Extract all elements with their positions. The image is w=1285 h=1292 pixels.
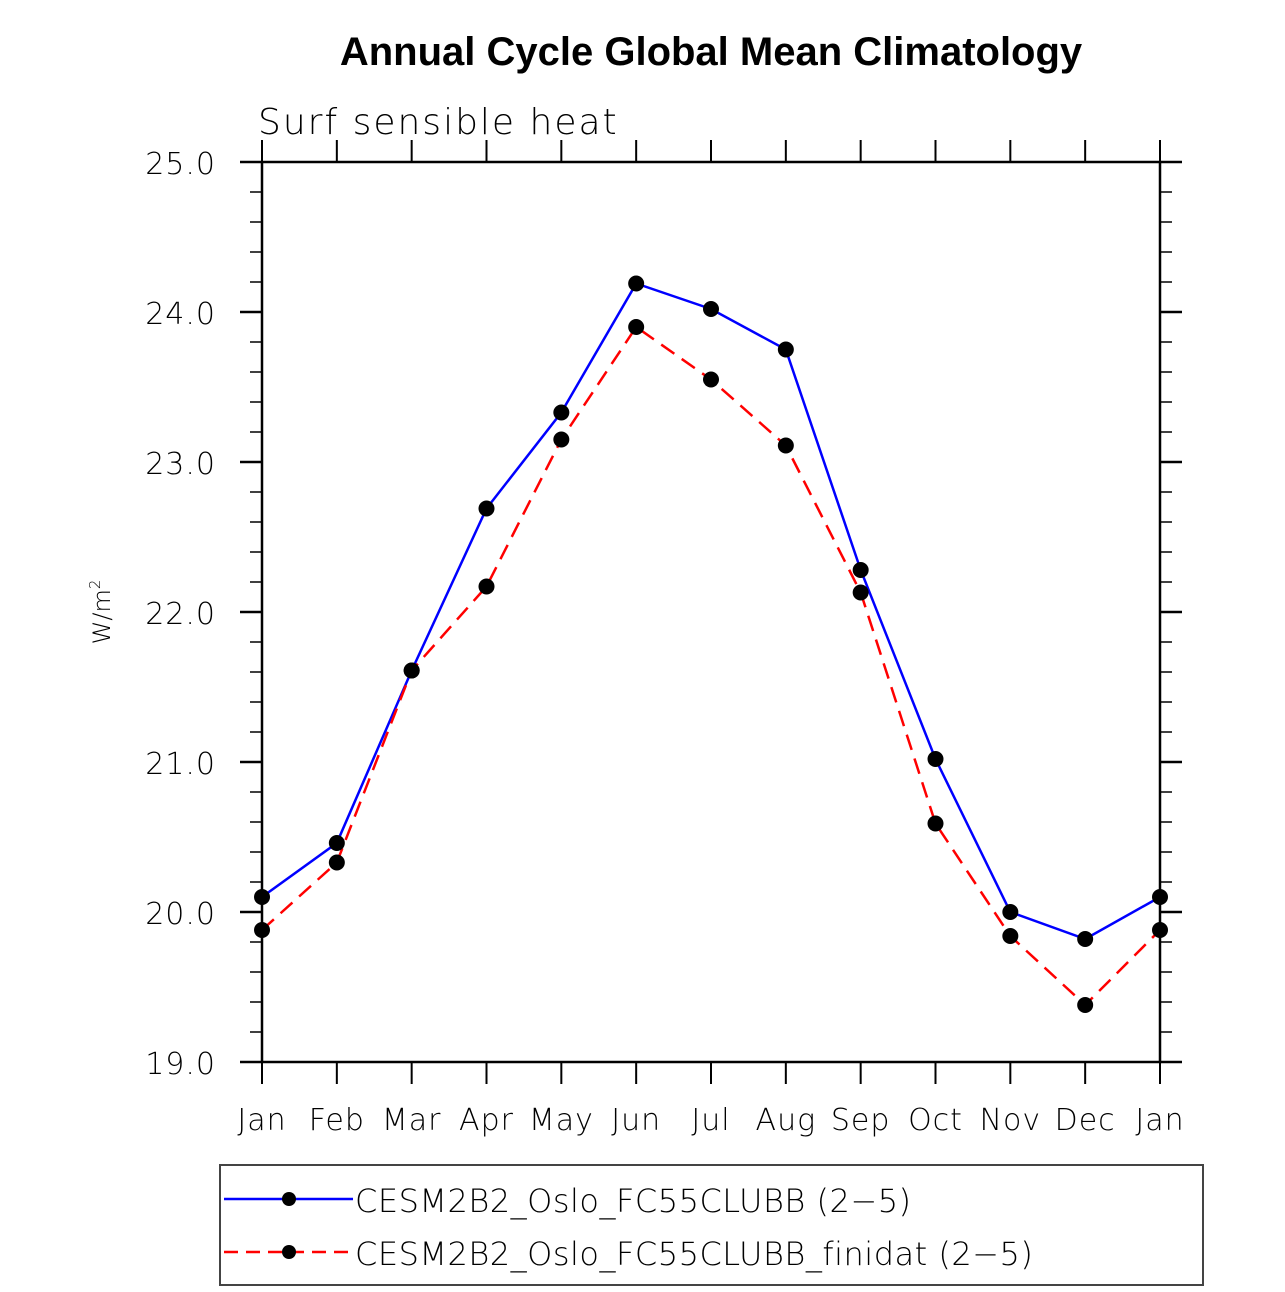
data-point-series-1 (1077, 931, 1094, 947)
data-point-series-1 (1152, 889, 1168, 905)
x-tick-label: Jul (691, 1103, 730, 1138)
y-axis-label-superscript: 2 (86, 580, 104, 590)
data-point-series-2 (628, 319, 645, 335)
chart-title: Annual Cycle Global Mean Climatology (340, 30, 1083, 74)
data-point-series-2 (927, 815, 944, 832)
data-point-series-2 (553, 431, 570, 448)
data-point-series-2 (478, 578, 495, 595)
legend-label-series-1: CESM2B2_Oslo_FC55CLUBB (2−5) (355, 1182, 912, 1220)
data-point-series-1 (328, 835, 345, 851)
chart-subtitle: Surf sensible heat (258, 102, 619, 143)
y-tick-label: 19.0 (145, 1047, 216, 1082)
svg-text:W/m2: W/m2 (86, 580, 116, 645)
y-tick-label: 21.0 (145, 747, 216, 782)
y-tick-labels: 19.0 20.0 21.0 22.0 23.0 24.0 25.0 (145, 147, 216, 1082)
x-tick-label: Jan (1135, 1103, 1184, 1138)
x-tick-label: Nov (980, 1103, 1042, 1138)
x-tick-label: Oct (908, 1103, 963, 1138)
legend: CESM2B2_Oslo_FC55CLUBB (2−5) CESM2B2_Osl… (219, 1164, 1204, 1286)
data-point-series-1 (852, 562, 869, 578)
data-point-series-2 (328, 854, 345, 871)
x-tick-label: Jan (237, 1103, 286, 1138)
y-axis-label: W/m2 (86, 580, 116, 645)
data-point-series-1 (628, 275, 645, 292)
y-tick-label: 25.0 (145, 147, 216, 182)
legend-label-series-2: CESM2B2_Oslo_FC55CLUBB_finidat (2−5) (355, 1235, 1033, 1273)
x-tick-label: Apr (459, 1103, 514, 1138)
x-tick-label: Aug (756, 1103, 817, 1138)
x-tick-label: Dec (1055, 1103, 1116, 1138)
data-point-series-1 (478, 500, 495, 517)
legend-marker-series-1 (282, 1192, 296, 1206)
y-tick-label: 24.0 (145, 297, 216, 332)
x-tick-label: Jun (611, 1103, 661, 1138)
data-point-series-2 (1077, 997, 1094, 1013)
data-point-series-1 (1002, 904, 1019, 920)
data-point-series-2 (1152, 922, 1168, 938)
data-point-series-2 (703, 371, 719, 388)
x-tick-label: Feb (309, 1103, 365, 1138)
x-tick-labels: Jan Feb Mar Apr May Jun Jul Aug Sep Oct Nov Dec Jan (237, 1103, 1184, 1138)
x-tick-label: Mar (382, 1103, 442, 1138)
data-point-series-2 (254, 922, 270, 938)
data-point-series-1 (553, 404, 570, 421)
data-point-series-2 (852, 584, 869, 601)
markers (254, 275, 1168, 1013)
plot-frame (260, 160, 1162, 1064)
y-tick-label: 20.0 (145, 897, 216, 932)
data-point-series-1 (927, 751, 944, 767)
x-tick-label: May (529, 1103, 594, 1138)
y-axis-label-text: W/m (88, 589, 116, 644)
legend-box (219, 1164, 1204, 1286)
legend-marker-series-2 (282, 1245, 296, 1259)
data-point-series-1 (254, 889, 270, 905)
data-point-series-2 (1002, 928, 1019, 944)
series-line-2 (261, 325, 1161, 1007)
data-point-series-2 (403, 662, 420, 679)
series-lines (261, 281, 1161, 1007)
y-tick-label: 22.0 (145, 597, 216, 632)
x-tick-label: Sep (831, 1103, 891, 1138)
data-point-series-1 (703, 301, 719, 317)
data-point-series-2 (777, 437, 794, 454)
data-point-series-1 (777, 341, 794, 358)
axes (240, 140, 1182, 1084)
y-tick-label: 23.0 (145, 447, 216, 482)
